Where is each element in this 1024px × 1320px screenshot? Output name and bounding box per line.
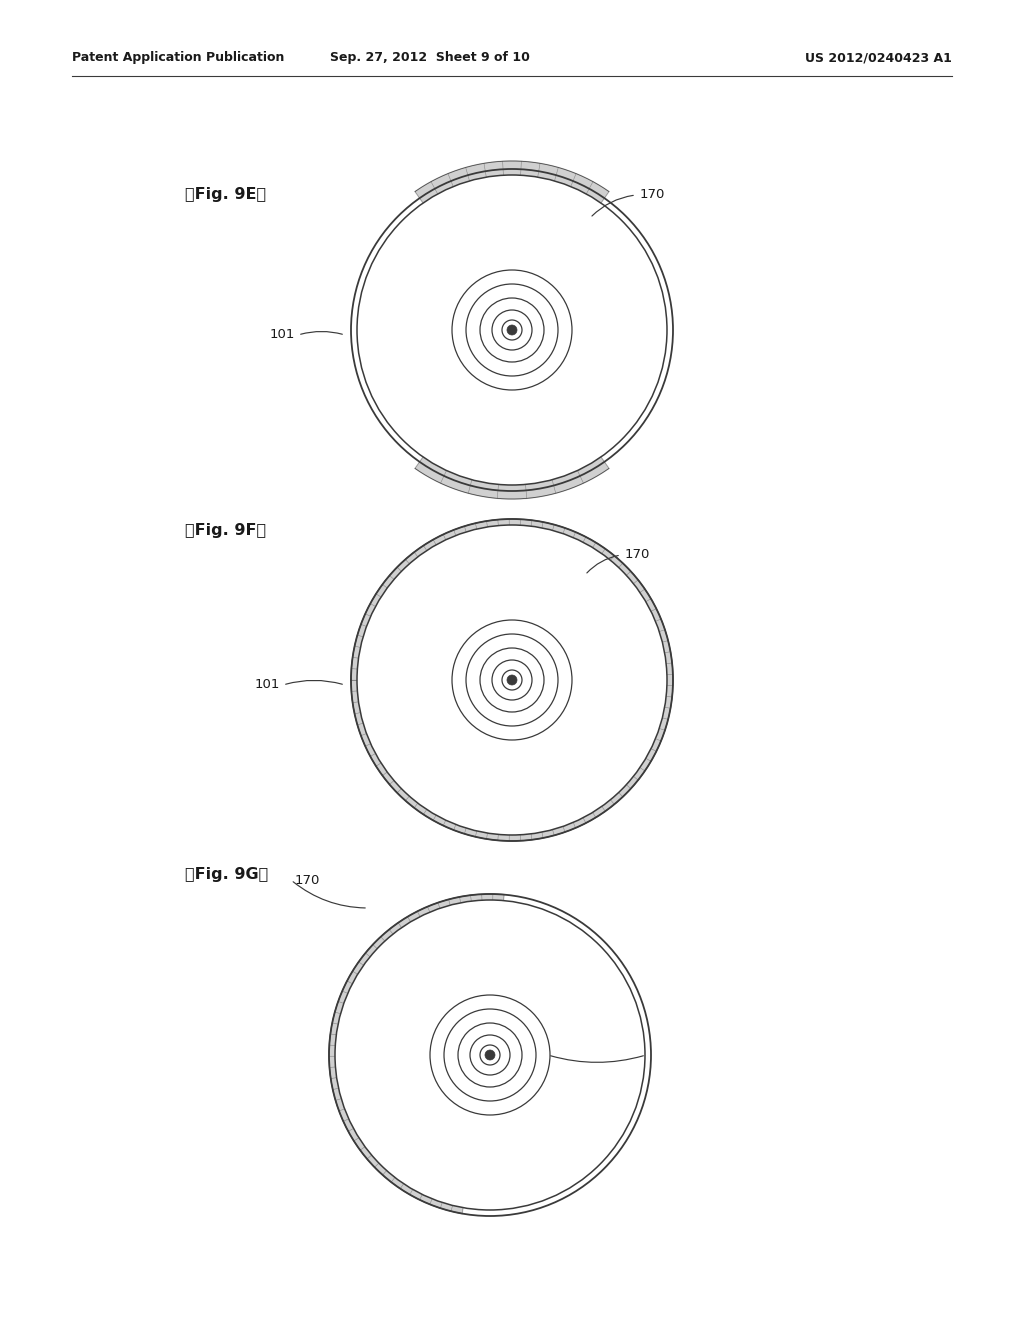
Text: 101: 101 bbox=[255, 678, 281, 692]
Polygon shape bbox=[415, 161, 609, 205]
Circle shape bbox=[335, 900, 645, 1210]
Circle shape bbox=[357, 525, 667, 836]
Text: 170: 170 bbox=[625, 549, 650, 561]
Circle shape bbox=[485, 1049, 495, 1060]
Circle shape bbox=[357, 176, 667, 484]
Text: 101: 101 bbox=[618, 1048, 643, 1061]
Circle shape bbox=[507, 325, 517, 335]
Text: Patent Application Publication: Patent Application Publication bbox=[72, 51, 285, 65]
Text: 101: 101 bbox=[270, 329, 295, 342]
Polygon shape bbox=[351, 519, 673, 841]
Text: 【Fig. 9F】: 【Fig. 9F】 bbox=[185, 523, 266, 537]
Text: 【Fig. 9G】: 【Fig. 9G】 bbox=[185, 867, 268, 883]
Text: 170: 170 bbox=[640, 189, 666, 202]
Text: 【Fig. 9E】: 【Fig. 9E】 bbox=[185, 187, 266, 202]
Text: 170: 170 bbox=[295, 874, 321, 887]
Polygon shape bbox=[329, 894, 504, 1213]
Polygon shape bbox=[415, 455, 609, 499]
Text: US 2012/0240423 A1: US 2012/0240423 A1 bbox=[805, 51, 952, 65]
Circle shape bbox=[507, 675, 517, 685]
Text: Sep. 27, 2012  Sheet 9 of 10: Sep. 27, 2012 Sheet 9 of 10 bbox=[330, 51, 530, 65]
